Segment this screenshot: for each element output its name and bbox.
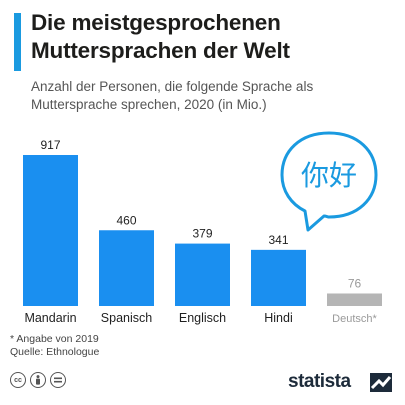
bar-mandarin (23, 155, 78, 306)
category-label: Mandarin (24, 311, 76, 325)
category-label: Englisch (179, 311, 226, 325)
bar-spanisch (99, 230, 154, 306)
statista-logo-icon[interactable] (370, 373, 392, 392)
bar-deutsch (327, 293, 382, 306)
title-accent-bar (14, 13, 21, 71)
value-label: 460 (116, 213, 136, 227)
nd-icon (50, 372, 66, 388)
bar-englisch (175, 243, 230, 306)
chart-title: Die meistgesprochenen Muttersprachen der… (31, 10, 290, 63)
value-label: 379 (192, 227, 212, 241)
value-label: 917 (40, 138, 60, 152)
footnote-source: Quelle: Ethnologue (10, 346, 100, 358)
speech-bubble-icon: 你好 (280, 131, 378, 232)
category-label: Spanisch (101, 311, 152, 325)
bar-hindi (251, 249, 306, 306)
footnote-note: * Angabe von 2019 (10, 333, 99, 345)
value-label: 76 (348, 276, 362, 290)
by-icon (30, 372, 46, 388)
chart-subtitle: Anzahl der Personen, die folgende Sprach… (31, 79, 314, 112)
category-label: Deutsch* (332, 313, 377, 325)
value-label: 341 (268, 233, 288, 247)
statista-logo-text[interactable]: statista (288, 371, 351, 392)
category-label: Hindi (264, 311, 293, 325)
license-icons: cc (10, 372, 66, 388)
bubble-text: 你好 (301, 159, 357, 192)
cc-icon: cc (10, 372, 26, 388)
footnote: * Angabe von 2019 Quelle: Ethnologue (10, 333, 99, 359)
